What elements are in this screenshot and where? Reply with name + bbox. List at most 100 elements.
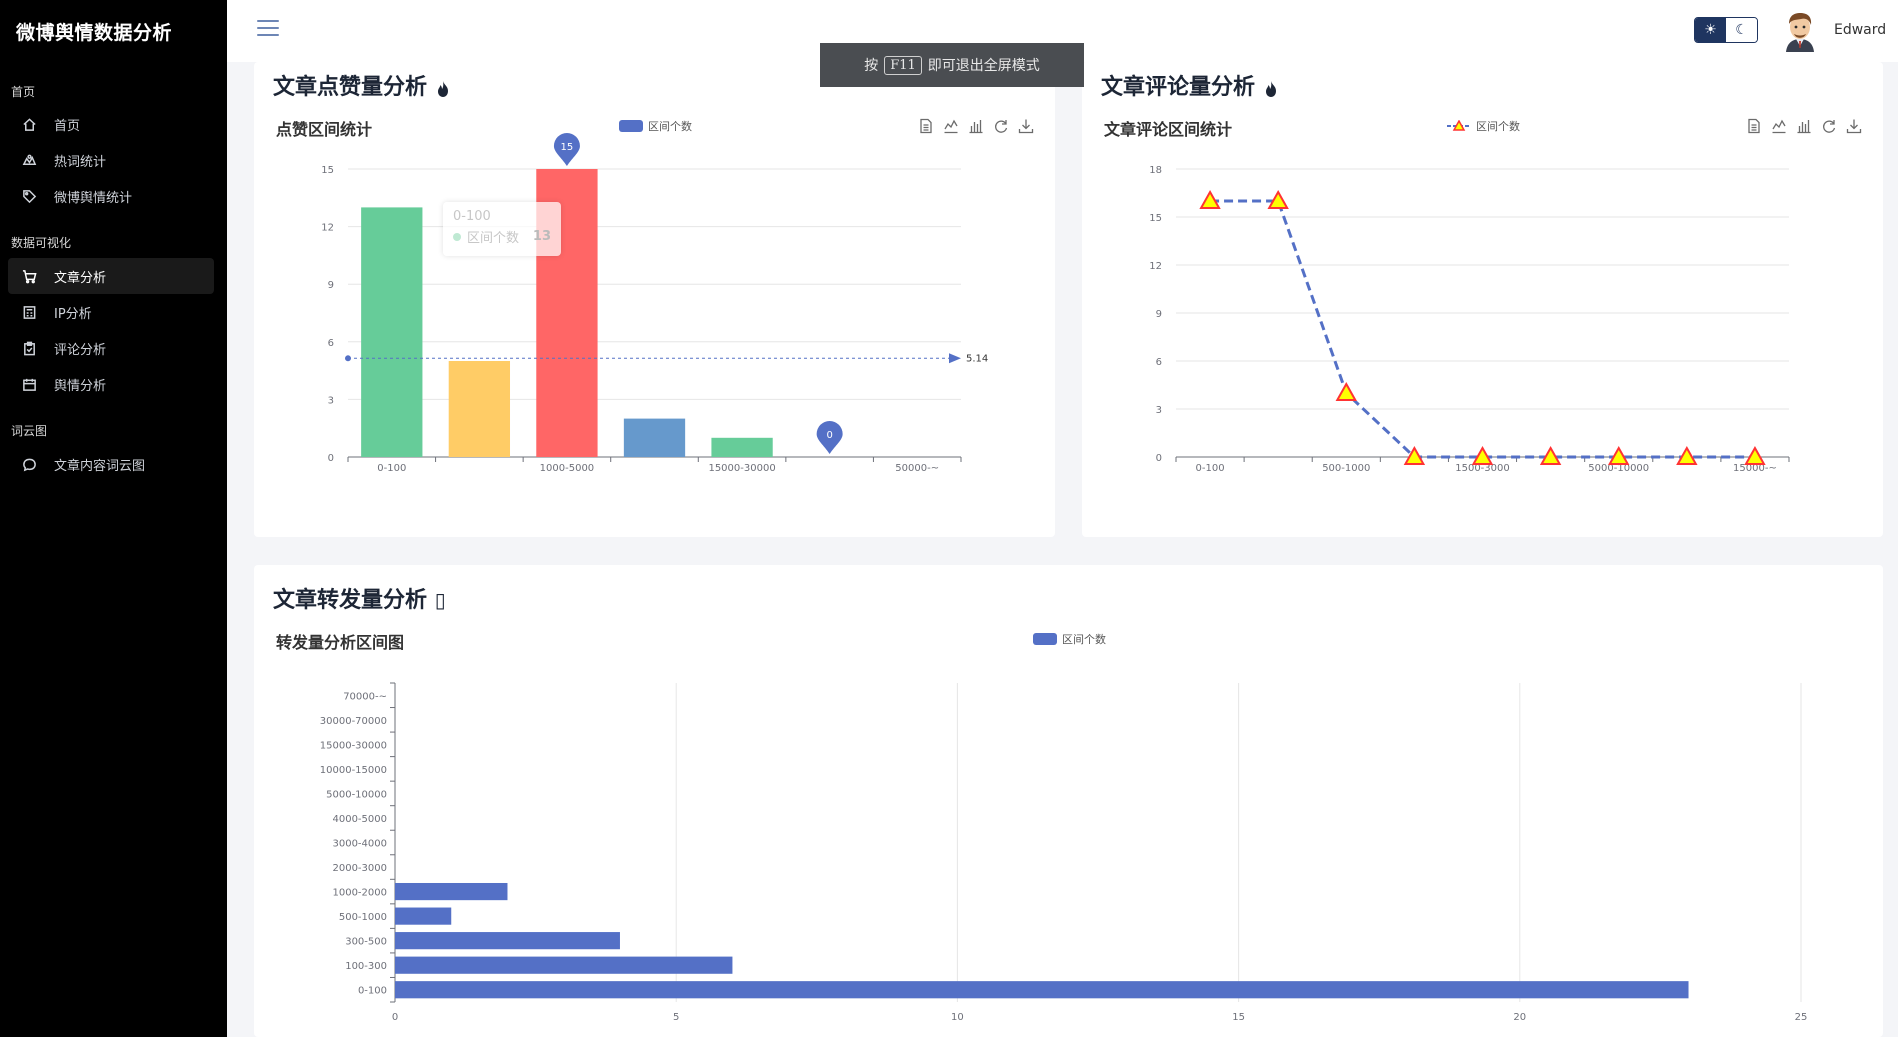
bar bbox=[395, 907, 452, 925]
y-tick-label: 18 bbox=[1149, 165, 1162, 176]
tooltip-category: 0-100 bbox=[453, 209, 491, 224]
hamburger-icon[interactable] bbox=[257, 20, 279, 40]
x-tick-label: 1500-3000 bbox=[1455, 463, 1510, 474]
data-point-triangle bbox=[1267, 189, 1289, 209]
chart-legend[interactable]: 区间个数 bbox=[619, 118, 692, 134]
nav-section-visualization: 数据可视化 bbox=[11, 236, 72, 250]
sidebar-item-label: IP分析 bbox=[54, 306, 92, 322]
sidebar-item-article-analysis[interactable]: 文章分析 bbox=[8, 258, 214, 294]
x-tick-label: 0-100 bbox=[1196, 463, 1225, 474]
reposts-chart[interactable]: 0 5 10 15 20 25 0-100 100-300 300-500 500-1000 100… bbox=[254, 565, 1883, 1037]
download-icon[interactable] bbox=[1846, 118, 1862, 134]
calendar-icon bbox=[20, 375, 38, 393]
data-point-triangle bbox=[1403, 445, 1426, 465]
bar-chart-icon[interactable] bbox=[1796, 118, 1812, 134]
data-point-triangle bbox=[1744, 445, 1766, 465]
download-icon[interactable] bbox=[1018, 118, 1034, 134]
x-tick-label: 10 bbox=[951, 1012, 964, 1023]
mark-line-arrow bbox=[949, 353, 961, 364]
bar bbox=[395, 981, 1689, 999]
moon-icon[interactable]: ☾ bbox=[1726, 18, 1757, 42]
cart-icon bbox=[20, 267, 38, 285]
panel-title: 文章评论量分析 bbox=[1101, 69, 1279, 101]
sidebar-item-label: 文章分析 bbox=[54, 270, 107, 286]
data-point-triangle bbox=[1608, 445, 1630, 465]
y-tick-label: 9 bbox=[328, 280, 334, 291]
restore-icon[interactable] bbox=[993, 118, 1009, 134]
user-name[interactable]: Edward bbox=[1834, 22, 1887, 38]
bar bbox=[361, 207, 423, 457]
theme-toggle[interactable]: ☀ ☾ bbox=[1694, 17, 1758, 43]
fire-icon bbox=[1263, 79, 1279, 97]
toast-suffix: 即可退出全屏模式 bbox=[927, 58, 1040, 74]
legend-swatch bbox=[1447, 120, 1471, 131]
sidebar-item-home[interactable]: 首页 bbox=[8, 106, 214, 142]
tooltip-value: 13 bbox=[532, 229, 551, 244]
x-tick-label: 1000-5000 bbox=[540, 463, 595, 474]
panel-title-text: 文章转发量分析 bbox=[273, 588, 428, 613]
sidebar-item-sentiment-analysis[interactable]: 舆情分析 bbox=[8, 366, 214, 402]
legend-label: 区间个数 bbox=[648, 120, 692, 133]
chart-tooltip: 0-100 区间个数 13 bbox=[443, 202, 561, 256]
data-view-icon[interactable] bbox=[918, 118, 934, 134]
chart-legend[interactable]: 区间个数 bbox=[1033, 631, 1106, 647]
comments-chart[interactable]: 0 3 6 9 12 15 18 0-100 500-1000 1500-3000 5000-100… bbox=[1082, 62, 1883, 537]
mark-line-label: 5.14 bbox=[966, 353, 988, 364]
y-tick-label: 9 bbox=[1156, 309, 1162, 320]
bar-chart-icon[interactable] bbox=[968, 118, 984, 134]
y-tick-label: 6 bbox=[328, 338, 334, 349]
x-tick-label: 15000-30000 bbox=[708, 463, 775, 474]
x-tick-label: 500-1000 bbox=[1322, 463, 1370, 474]
sidebar-item-comment-analysis[interactable]: 评论分析 bbox=[8, 330, 214, 366]
tag-icon bbox=[20, 187, 38, 205]
restore-icon[interactable] bbox=[1821, 118, 1837, 134]
panel-title: 文章转发量分析 ▯ bbox=[273, 582, 446, 614]
x-tick-label: 5 bbox=[673, 1012, 679, 1023]
y-tick-label: 500-1000 bbox=[339, 912, 387, 923]
sun-icon[interactable]: ☀ bbox=[1695, 18, 1726, 42]
data-point-triangle bbox=[1539, 445, 1562, 465]
data-point-triangle bbox=[1676, 445, 1698, 465]
y-tick-label: 3 bbox=[328, 395, 334, 406]
likes-chart[interactable]: 0 3 6 9 12 15 0-100 1000-5000 15000-30000 50000-~… bbox=[254, 62, 1055, 537]
tooltip-series: 区间个数 bbox=[467, 231, 520, 246]
y-tick-label: 30000-70000 bbox=[320, 716, 387, 727]
legend-swatch bbox=[619, 120, 643, 132]
chart-legend[interactable]: 区间个数 bbox=[1447, 118, 1520, 134]
x-tick-label: 50000-~ bbox=[895, 463, 939, 474]
legend-label: 区间个数 bbox=[1062, 633, 1106, 646]
chart-toolbox bbox=[918, 118, 1034, 134]
sidebar-item-label: 舆情分析 bbox=[54, 378, 107, 394]
mark-point-label: 15 bbox=[561, 142, 574, 153]
x-tick-label: 0 bbox=[392, 1012, 398, 1023]
sidebar-item-hotwords[interactable]: 热词统计 bbox=[8, 142, 214, 178]
fire-icon bbox=[435, 79, 451, 97]
y-tick-label: 12 bbox=[321, 223, 334, 234]
sidebar-item-label: 评论分析 bbox=[54, 342, 107, 358]
legend-label: 区间个数 bbox=[1476, 120, 1520, 133]
sidebar-item-label: 文章内容词云图 bbox=[54, 458, 146, 474]
mark-point-label: 0 bbox=[826, 430, 832, 441]
sidebar-item-ip-analysis[interactable]: IP分析 bbox=[8, 294, 214, 330]
y-tick-label: 0 bbox=[328, 453, 334, 464]
avatar[interactable] bbox=[1780, 10, 1820, 52]
sidebar-item-wordcloud[interactable]: 文章内容词云图 bbox=[8, 446, 214, 482]
data-view-icon[interactable] bbox=[1746, 118, 1762, 134]
x-tick-label: 20 bbox=[1513, 1012, 1526, 1023]
y-tick-label: 15000-30000 bbox=[320, 740, 387, 751]
chart-toolbox bbox=[1746, 118, 1862, 134]
x-tick-label: 0-100 bbox=[377, 463, 406, 474]
y-tick-label: 15 bbox=[1149, 213, 1162, 224]
x-tick-label: 25 bbox=[1795, 1012, 1808, 1023]
line-chart-icon[interactable] bbox=[943, 118, 959, 134]
bar bbox=[395, 956, 733, 974]
panel-title-text: 文章评论量分析 bbox=[1101, 75, 1256, 100]
mark-line-start bbox=[345, 355, 351, 362]
sidebar-item-weibo-stats[interactable]: 微博舆情统计 bbox=[8, 178, 214, 214]
mark-point-pin bbox=[816, 421, 843, 454]
bar bbox=[623, 418, 686, 457]
y-tick-label: 0 bbox=[1156, 453, 1162, 464]
chart-subtitle: 点赞区间统计 bbox=[276, 120, 373, 139]
clipboard-icon bbox=[20, 339, 38, 357]
line-chart-icon[interactable] bbox=[1771, 118, 1787, 134]
